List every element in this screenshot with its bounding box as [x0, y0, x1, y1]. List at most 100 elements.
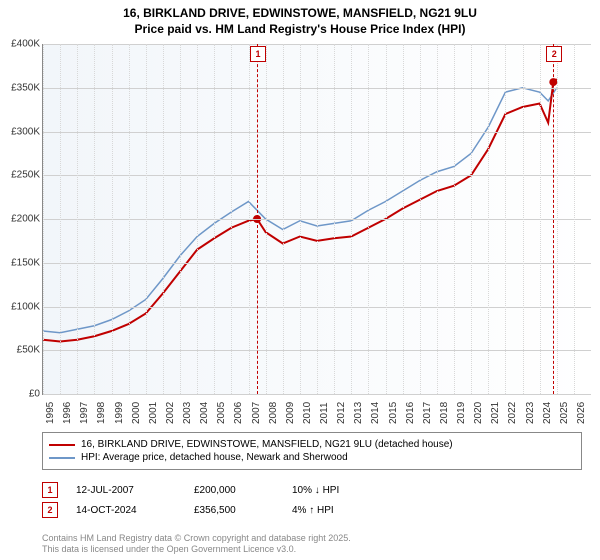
gridline-v — [300, 44, 301, 394]
x-tick-label: 2019 — [456, 402, 467, 424]
x-tick-label: 1997 — [79, 402, 90, 424]
x-tick-label: 2021 — [490, 402, 501, 424]
y-tick-label: £400K — [2, 39, 40, 50]
transaction-price: £200,000 — [194, 485, 274, 496]
legend-label: HPI: Average price, detached house, Newa… — [81, 452, 348, 463]
x-tick-label: 2020 — [473, 402, 484, 424]
gridline-v — [112, 44, 113, 394]
gridline-v — [266, 44, 267, 394]
x-tick-label: 2000 — [131, 402, 142, 424]
gridline-v — [574, 44, 575, 394]
y-tick-label: £350K — [2, 82, 40, 93]
gridline-v — [283, 44, 284, 394]
transaction-row: 2 14-OCT-2024 £356,500 4% ↑ HPI — [42, 502, 582, 518]
gridline-h — [43, 394, 591, 395]
gridline-v — [317, 44, 318, 394]
x-tick-label: 2008 — [268, 402, 279, 424]
gridline-v — [214, 44, 215, 394]
x-tick-label: 2009 — [285, 402, 296, 424]
y-tick-label: £0 — [2, 389, 40, 400]
gridline-v — [454, 44, 455, 394]
y-tick-label: £100K — [2, 301, 40, 312]
x-tick-label: 2024 — [542, 402, 553, 424]
gridline-v — [557, 44, 558, 394]
footer-line-2: This data is licensed under the Open Gov… — [42, 544, 351, 556]
x-tick-label: 2007 — [251, 402, 262, 424]
title-line-1: 16, BIRKLAND DRIVE, EDWINSTOWE, MANSFIEL… — [0, 6, 600, 22]
transaction-marker: 1 — [42, 482, 58, 498]
title-line-2: Price paid vs. HM Land Registry's House … — [0, 22, 600, 38]
legend-label: 16, BIRKLAND DRIVE, EDWINSTOWE, MANSFIEL… — [81, 439, 453, 450]
x-tick-label: 2003 — [182, 402, 193, 424]
y-tick-label: £250K — [2, 170, 40, 181]
x-tick-label: 1995 — [45, 402, 56, 424]
legend-swatch — [49, 457, 75, 459]
transaction-price: £356,500 — [194, 505, 274, 516]
legend: 16, BIRKLAND DRIVE, EDWINSTOWE, MANSFIEL… — [42, 432, 582, 470]
gridline-v — [403, 44, 404, 394]
chart-container: 16, BIRKLAND DRIVE, EDWINSTOWE, MANSFIEL… — [0, 0, 600, 560]
x-tick-label: 2018 — [439, 402, 450, 424]
gridline-v — [368, 44, 369, 394]
gridline-v — [129, 44, 130, 394]
gridline-v — [386, 44, 387, 394]
gridline-v — [351, 44, 352, 394]
gridline-v — [420, 44, 421, 394]
gridline-v — [163, 44, 164, 394]
marker-line — [553, 44, 554, 394]
x-tick-label: 2017 — [422, 402, 433, 424]
gridline-v — [437, 44, 438, 394]
x-tick-label: 2025 — [559, 402, 570, 424]
y-tick-label: £200K — [2, 214, 40, 225]
footer: Contains HM Land Registry data © Crown c… — [42, 533, 351, 556]
y-tick-label: £150K — [2, 257, 40, 268]
gridline-v — [197, 44, 198, 394]
marker-label: 1 — [250, 46, 266, 62]
x-tick-label: 2014 — [370, 402, 381, 424]
y-tick-label: £50K — [2, 345, 40, 356]
y-tick-label: £300K — [2, 126, 40, 137]
x-tick-label: 2015 — [388, 402, 399, 424]
x-tick-label: 2011 — [319, 402, 330, 424]
legend-swatch — [49, 444, 75, 446]
x-tick-label: 2010 — [302, 402, 313, 424]
gridline-v — [94, 44, 95, 394]
x-tick-label: 2013 — [353, 402, 364, 424]
x-tick-label: 2006 — [233, 402, 244, 424]
x-tick-label: 2026 — [576, 402, 587, 424]
gridline-v — [523, 44, 524, 394]
gridline-v — [180, 44, 181, 394]
gridline-v — [77, 44, 78, 394]
x-tick-label: 2023 — [525, 402, 536, 424]
gridline-v — [146, 44, 147, 394]
legend-item: 16, BIRKLAND DRIVE, EDWINSTOWE, MANSFIEL… — [49, 439, 575, 450]
transaction-marker: 2 — [42, 502, 58, 518]
gridline-v — [249, 44, 250, 394]
transaction-change: 10% ↓ HPI — [292, 485, 392, 496]
gridline-v — [505, 44, 506, 394]
transactions-table: 1 12-JUL-2007 £200,000 10% ↓ HPI 2 14-OC… — [42, 478, 582, 522]
footer-line-1: Contains HM Land Registry data © Crown c… — [42, 533, 351, 545]
plot-area: 12 — [42, 44, 591, 395]
transaction-change: 4% ↑ HPI — [292, 505, 392, 516]
x-tick-label: 2001 — [148, 402, 159, 424]
gridline-v — [471, 44, 472, 394]
legend-item: HPI: Average price, detached house, Newa… — [49, 452, 575, 463]
x-tick-label: 1996 — [62, 402, 73, 424]
gridline-v — [334, 44, 335, 394]
gridline-v — [231, 44, 232, 394]
gridline-v — [488, 44, 489, 394]
transaction-date: 12-JUL-2007 — [76, 485, 176, 496]
x-tick-label: 2016 — [405, 402, 416, 424]
x-tick-label: 2005 — [216, 402, 227, 424]
marker-label: 2 — [546, 46, 562, 62]
gridline-v — [540, 44, 541, 394]
x-tick-label: 2022 — [507, 402, 518, 424]
x-tick-label: 1998 — [96, 402, 107, 424]
x-tick-label: 2012 — [336, 402, 347, 424]
marker-line — [257, 44, 258, 394]
x-tick-label: 2002 — [165, 402, 176, 424]
gridline-v — [60, 44, 61, 394]
x-tick-label: 2004 — [199, 402, 210, 424]
transaction-row: 1 12-JUL-2007 £200,000 10% ↓ HPI — [42, 482, 582, 498]
